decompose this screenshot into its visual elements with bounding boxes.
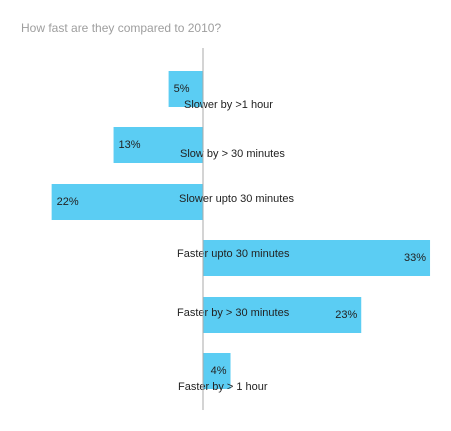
category-label: Slower upto 30 minutes — [179, 193, 294, 205]
bar — [168, 71, 203, 107]
value-label: 33% — [404, 252, 426, 264]
category-label: Faster by > 30 minutes — [177, 307, 290, 319]
category-label: Slow by > 30 minutes — [180, 148, 285, 160]
bar — [203, 297, 362, 333]
category-label: Faster by > 1 hour — [178, 381, 268, 393]
value-label: 13% — [119, 139, 141, 151]
chart-title: How fast are they compared to 2010? — [21, 21, 221, 35]
value-label: 22% — [57, 196, 79, 208]
bar — [113, 127, 203, 163]
category-label: Slower by >1 hour — [184, 99, 273, 111]
value-label: 5% — [174, 83, 190, 95]
bar — [203, 353, 231, 389]
category-label: Faster upto 30 minutes — [177, 248, 290, 260]
bar — [51, 184, 203, 220]
value-label: 23% — [335, 309, 357, 321]
value-label: 4% — [211, 365, 227, 377]
bar — [203, 240, 431, 276]
